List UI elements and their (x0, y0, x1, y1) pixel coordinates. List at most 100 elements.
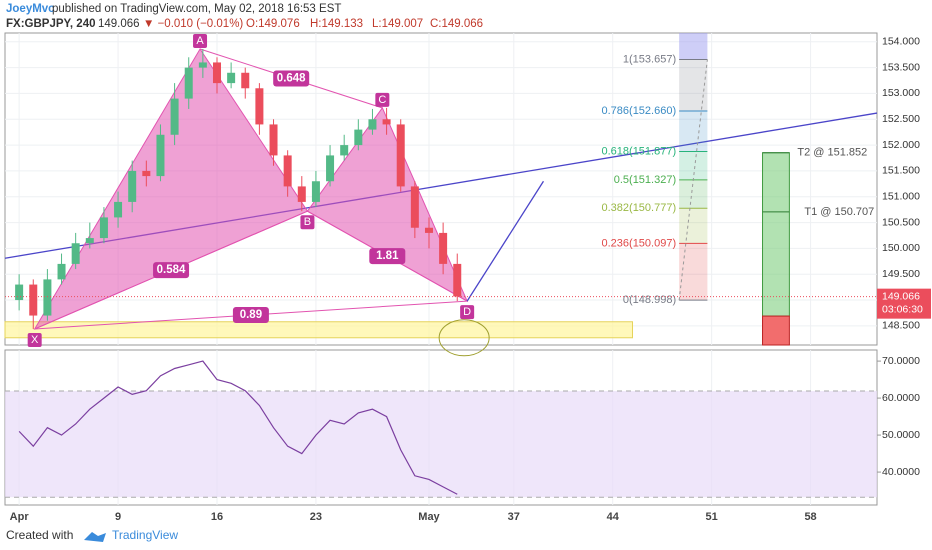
ratio-badge (232, 307, 269, 324)
rsi-band (5, 391, 877, 498)
candle-body (43, 279, 52, 316)
ratio-badge (369, 248, 406, 265)
y-tick-label: 148.500 (882, 320, 920, 332)
candle-body (15, 284, 24, 301)
candle-body (114, 201, 123, 218)
candle-body (297, 186, 306, 202)
x-tick-label: 23 (310, 511, 322, 523)
x-tick-label: 37 (508, 511, 520, 523)
author[interactable]: JoeyMvc (6, 3, 55, 15)
candle-body (212, 62, 221, 84)
point-badge (375, 92, 390, 107)
candle-body (198, 62, 207, 68)
header-low: L:149.007 (372, 18, 423, 30)
target-zone (4, 321, 634, 339)
x-tick-label: 9 (115, 511, 121, 523)
candle-body (241, 72, 250, 89)
header-high: H:149.133 (310, 18, 363, 30)
fib-label: 0.618(151.877) (602, 145, 677, 157)
footer-created: Created with (6, 528, 73, 542)
rsi-tick-label: 60.0000 (882, 392, 920, 404)
d-highlight (438, 319, 490, 357)
x-tick-label: May (418, 511, 440, 523)
rsi-tick-label: 70.0000 (882, 355, 920, 367)
fib-band (679, 243, 708, 301)
header-price: 149.066 (98, 18, 140, 30)
ratio-label: 0.584 (157, 264, 186, 276)
header-close: C:149.066 (430, 18, 483, 30)
footer-brand: TradingView (112, 528, 178, 542)
candle-body (453, 263, 462, 297)
candle-body (85, 238, 94, 244)
point-badge (27, 332, 42, 347)
candle-body (57, 263, 66, 280)
target-label: T2 @ 151.852 (797, 147, 867, 159)
x-tick-label: Apr (10, 511, 30, 523)
ratio-badge (153, 262, 190, 279)
y-tick-label: 151.000 (882, 191, 920, 203)
candle-body (156, 134, 165, 177)
header-open: O:149.076 (246, 18, 300, 30)
candle-body (29, 284, 38, 316)
rsi-tick-label: 40.0000 (882, 466, 920, 478)
symbol: FX:GBPJPY, 240 (6, 18, 95, 30)
y-tick-label: 153.500 (882, 61, 920, 73)
candle-body (340, 145, 349, 156)
fib-label: 1(153.657) (623, 53, 676, 65)
y-tick-label: 150.500 (882, 216, 920, 228)
profit-box (762, 152, 790, 317)
fib-label: 0.236(150.097) (602, 237, 677, 249)
ratio-label: 1.81 (376, 250, 399, 262)
point-label: A (196, 35, 204, 47)
fib-diagonal (678, 59, 708, 301)
fib-band (679, 59, 708, 111)
fib-label: 0.786(152.660) (602, 105, 677, 117)
y-tick-label: 154.000 (882, 36, 920, 48)
rsi-tick-label: 50.0000 (882, 429, 920, 441)
candle-body (439, 232, 448, 264)
point-badge (300, 215, 315, 230)
point-label: C (378, 94, 386, 106)
ratio-label: 0.648 (277, 72, 306, 84)
countdown-label: 03:06:30 (882, 303, 923, 315)
y-tick-label: 150.000 (882, 242, 920, 254)
candle-body (311, 181, 320, 202)
fib-extension (679, 33, 708, 60)
candle-body (382, 119, 391, 125)
target-label: T1 @ 150.707 (804, 206, 874, 218)
x-tick-label: 16 (211, 511, 223, 523)
x-tick-label: 51 (706, 511, 718, 523)
fib-label: 0.5(151.327) (614, 174, 676, 186)
x-tick-label: 44 (607, 511, 620, 523)
tradingview-logo (84, 532, 106, 542)
candle-body (424, 227, 433, 233)
fib-band (679, 151, 708, 180)
rsi-line (18, 360, 458, 495)
projection-line (466, 180, 545, 302)
candle-body (354, 129, 363, 146)
fib-band (679, 111, 708, 152)
ratio-label: 0.89 (240, 309, 262, 321)
last-price-box (877, 288, 931, 319)
point-label: X (31, 334, 39, 346)
candle-body (255, 88, 264, 125)
candle-body (99, 217, 108, 239)
candle-body (269, 124, 278, 156)
candle-body (326, 155, 335, 182)
ratio-badge (273, 70, 310, 87)
x-tick-label: 58 (804, 511, 816, 523)
candle-body (170, 98, 179, 135)
candle-body (128, 170, 137, 202)
candle-body (71, 243, 80, 264)
point-label: D (463, 306, 471, 318)
y-tick-label: 153.000 (882, 87, 920, 99)
last-price-label: 149.066 (882, 290, 920, 302)
stop-box (762, 315, 790, 346)
candle-body (283, 155, 292, 187)
fib-band (679, 179, 708, 209)
candle-body (396, 124, 405, 187)
point-label: B (304, 216, 311, 228)
fib-label: 0.382(150.777) (602, 202, 677, 214)
plot-layer: 148.500149.000149.500150.000150.500151.0… (4, 33, 931, 523)
